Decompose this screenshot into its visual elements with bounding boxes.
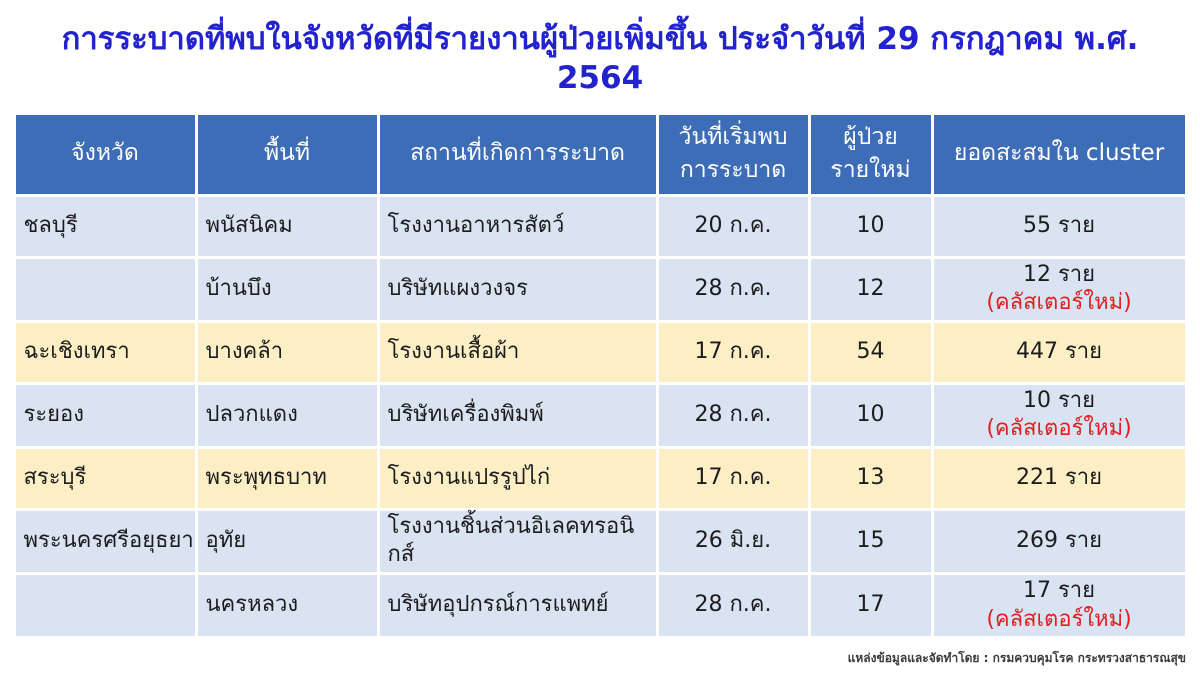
- cumulative-value: 10 ราย: [1022, 387, 1096, 413]
- cell-cumulative: 447 ราย: [930, 319, 1188, 385]
- header-label: การระบาด: [679, 157, 787, 183]
- col-header-province: จังหวัด: [12, 111, 198, 197]
- table-row: พระนครศรีอยุธยา อุทัย โรงงานชิ้นส่วนอิเล…: [12, 507, 1188, 576]
- cell-new-cases: 54: [807, 319, 934, 385]
- cell-new-cases: 15: [807, 507, 934, 576]
- cell-place: โรงงานเสื้อผ้า: [376, 319, 659, 385]
- cell-province: ฉะเชิงเทรา: [12, 319, 198, 385]
- table-row: สระบุรี พระพุทธบาท โรงงานแปรรูปไก่ 17 ก.…: [12, 445, 1188, 511]
- cumulative-value: 447 ราย: [1015, 338, 1103, 364]
- cell-province: [12, 255, 198, 323]
- cell-place: บริษัทเครื่องพิมพ์: [376, 381, 659, 449]
- cell-cumulative: 12 ราย (คลัสเตอร์ใหม่): [930, 255, 1188, 323]
- cell-place: บริษัทอุปกรณ์การแพทย์: [376, 572, 659, 640]
- cell-start-date: 28 ก.ค.: [655, 572, 811, 640]
- cell-new-cases: 12: [807, 255, 934, 323]
- col-header-new-cases: ผู้ป่วยรายใหม่: [807, 111, 934, 197]
- header-label: ผู้ป่วย: [843, 123, 898, 150]
- header-label: วันที่เริ่มพบ: [678, 123, 788, 150]
- cell-start-date: 28 ก.ค.: [655, 381, 811, 449]
- col-header-start-date: วันที่เริ่มพบการระบาด: [655, 111, 811, 197]
- slide: การระบาดที่พบในจังหวัดที่มีรายงานผู้ป่วย…: [0, 20, 1200, 675]
- cumulative-value: 17 ราย: [1022, 578, 1096, 604]
- table-header: จังหวัด พื้นที่ สถานที่เกิดการระบาด วันท…: [12, 111, 1188, 197]
- cell-place: บริษัทแผงวงจร: [376, 255, 659, 323]
- cell-area: ปลวกแดง: [194, 381, 380, 449]
- cumulative-value: 55 ราย: [1022, 212, 1096, 238]
- new-cluster-note: (คลัสเตอร์ใหม่): [986, 606, 1132, 632]
- table-row: บ้านบึง บริษัทแผงวงจร 28 ก.ค. 12 12 ราย (…: [12, 255, 1188, 323]
- table-row: ระยอง ปลวกแดง บริษัทเครื่องพิมพ์ 28 ก.ค.…: [12, 381, 1188, 449]
- cell-place: โรงงานอาหารสัตว์: [376, 193, 659, 259]
- cumulative-value: 12 ราย: [1022, 261, 1096, 287]
- cumulative-value: 269 ราย: [1015, 528, 1103, 554]
- cell-area: อุทัย: [194, 507, 380, 576]
- source-note: แหล่งข้อมูลและจัดทำโดย : กรมควบคุมโรค กร…: [847, 651, 1186, 666]
- cell-place: โรงงานชิ้นส่วนอิเลคทรอนิกส์: [376, 507, 659, 576]
- header-label: ยอดสะสมใน cluster: [953, 140, 1165, 167]
- cell-cumulative: 55 ราย: [930, 193, 1188, 259]
- cell-province: [12, 572, 198, 640]
- cell-start-date: 26 มิ.ย.: [655, 507, 811, 576]
- cell-new-cases: 13: [807, 445, 934, 511]
- col-header-area: พื้นที่: [194, 111, 380, 197]
- cell-new-cases: 10: [807, 193, 934, 259]
- header-row: จังหวัด พื้นที่ สถานที่เกิดการระบาด วันท…: [12, 111, 1188, 197]
- cell-area: พนัสนิคม: [194, 193, 380, 259]
- cell-cumulative: 10 ราย (คลัสเตอร์ใหม่): [930, 381, 1188, 449]
- table-row: ฉะเชิงเทรา บางคล้า โรงงานเสื้อผ้า 17 ก.ค…: [12, 319, 1188, 385]
- cell-province: สระบุรี: [12, 445, 198, 511]
- table-row: นครหลวง บริษัทอุปกรณ์การแพทย์ 28 ก.ค. 17…: [12, 572, 1188, 640]
- cumulative-value: 221 ราย: [1015, 465, 1103, 491]
- col-header-place: สถานที่เกิดการระบาด: [376, 111, 659, 197]
- header-label: พื้นที่: [263, 140, 311, 167]
- cell-cumulative: 269 ราย: [930, 507, 1188, 576]
- header-label: จังหวัด: [71, 140, 139, 167]
- header-label: รายใหม่: [830, 157, 911, 183]
- cell-start-date: 20 ก.ค.: [655, 193, 811, 259]
- outbreak-table: จังหวัด พื้นที่ สถานที่เกิดการระบาด วันท…: [12, 111, 1188, 640]
- new-cluster-note: (คลัสเตอร์ใหม่): [986, 290, 1132, 316]
- table-body: ชลบุรี พนัสนิคม โรงงานอาหารสัตว์ 20 ก.ค.…: [12, 193, 1188, 640]
- cell-cumulative: 17 ราย (คลัสเตอร์ใหม่): [930, 572, 1188, 640]
- cell-area: นครหลวง: [194, 572, 380, 640]
- cell-province: ระยอง: [12, 381, 198, 449]
- cell-area: บ้านบึง: [194, 255, 380, 323]
- cell-area: บางคล้า: [194, 319, 380, 385]
- table-row: ชลบุรี พนัสนิคม โรงงานอาหารสัตว์ 20 ก.ค.…: [12, 193, 1188, 259]
- cell-place: โรงงานแปรรูปไก่: [376, 445, 659, 511]
- header-label: สถานที่เกิดการระบาด: [410, 140, 625, 167]
- new-cluster-note: (คลัสเตอร์ใหม่): [986, 416, 1132, 442]
- cell-province: พระนครศรีอยุธยา: [12, 507, 198, 576]
- cell-cumulative: 221 ราย: [930, 445, 1188, 511]
- cell-province: ชลบุรี: [12, 193, 198, 259]
- cell-start-date: 17 ก.ค.: [655, 445, 811, 511]
- cell-start-date: 28 ก.ค.: [655, 255, 811, 323]
- cell-start-date: 17 ก.ค.: [655, 319, 811, 385]
- col-header-cluster-total: ยอดสะสมใน cluster: [930, 111, 1188, 197]
- page-title: การระบาดที่พบในจังหวัดที่มีรายงานผู้ป่วย…: [61, 21, 1139, 96]
- cell-new-cases: 17: [807, 572, 934, 640]
- cell-area: พระพุทธบาท: [194, 445, 380, 511]
- cell-new-cases: 10: [807, 381, 934, 449]
